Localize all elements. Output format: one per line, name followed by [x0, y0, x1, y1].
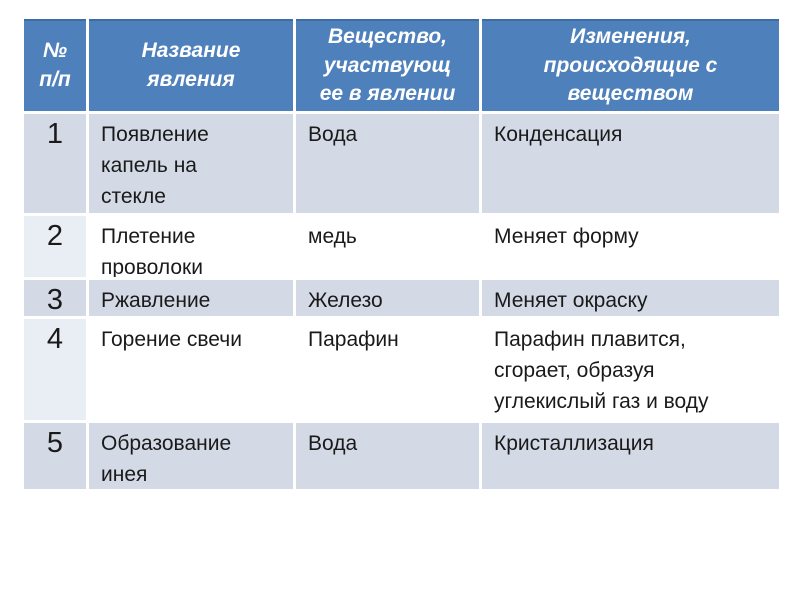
row-number: 1	[24, 114, 86, 213]
header-cell-changes: Изменения, происходящие с веществом	[482, 19, 779, 111]
cell-substance: Парафин	[296, 319, 479, 420]
cell-phenomenon: Горение свечи	[89, 319, 293, 420]
cell-phenomenon: Появление капель на стекле	[89, 114, 293, 213]
cell-phenomenon: Ржавление	[89, 280, 293, 316]
cell-changes: Конденсация	[482, 114, 779, 213]
phenomena-table: № п/п Название явления Вещество, участву…	[24, 19, 779, 489]
cell-changes: Меняет окраску	[482, 280, 779, 316]
row-number: 4	[24, 319, 86, 420]
header-cell-substance: Вещество, участвующ ее в явлении	[296, 19, 479, 111]
row-number: 2	[24, 216, 86, 277]
cell-substance: Железо	[296, 280, 479, 316]
header-cell-phenomenon: Название явления	[89, 19, 293, 111]
row-number: 5	[24, 423, 86, 489]
cell-phenomenon: Плетение проволоки	[89, 216, 293, 277]
row-number: 3	[24, 280, 86, 316]
header-cell-number: № п/п	[24, 19, 86, 111]
cell-substance: Вода	[296, 423, 479, 489]
cell-substance: Вода	[296, 114, 479, 213]
cell-changes: Меняет форму	[482, 216, 779, 277]
cell-changes: Парафин плавится, сгорает, образуя углек…	[482, 319, 779, 420]
cell-phenomenon: Образование инея	[89, 423, 293, 489]
cell-changes: Кристаллизация	[482, 423, 779, 489]
cell-substance: медь	[296, 216, 479, 277]
